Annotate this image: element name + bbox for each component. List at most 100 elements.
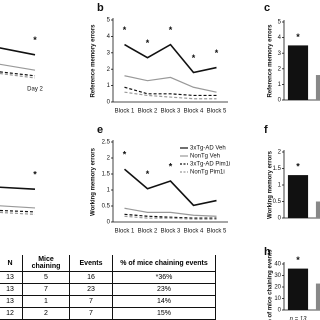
y-tick-label: 0 <box>278 308 282 314</box>
table-row: 12 2 7 15% <box>0 307 216 320</box>
series-line <box>0 186 36 190</box>
y-tick-label: 0.5 <box>273 199 282 205</box>
legend-label: 3xTg-AD Veh <box>190 146 226 152</box>
y-tick-label: 5 <box>278 20 282 26</box>
panel-label: c <box>264 2 270 14</box>
series-line <box>124 75 217 93</box>
significance-mark: * <box>296 32 300 42</box>
x-tick-label: Block 3 <box>161 109 181 115</box>
y-tick-label: 1 <box>278 183 282 189</box>
table-cell: 7 <box>69 307 113 320</box>
panel-label: f <box>264 124 268 136</box>
y-tick-label: 5 <box>107 18 111 24</box>
significance-mark: * <box>146 38 150 48</box>
x-tick-label: Day 2 <box>27 87 43 93</box>
series-line <box>124 43 217 74</box>
panel-label: b <box>97 2 104 14</box>
table-cell: 15% <box>112 307 216 320</box>
x-tick-label: Block 2 <box>138 229 158 235</box>
chaining-table: N Mice chaining Events% of mice chaining e… <box>0 255 216 320</box>
table-cell: 2 <box>22 307 70 320</box>
x-tick-label: Block 5 <box>207 229 227 235</box>
y-tick-label: 1.5 <box>273 166 282 172</box>
y-tick-label: 0 <box>107 100 111 106</box>
table-header-cell: N <box>0 255 23 272</box>
table-cell: 23% <box>112 283 216 296</box>
series-line <box>124 215 217 220</box>
table-cell: 13 <box>0 271 23 284</box>
y-tick-label: 3 <box>107 50 111 56</box>
table-row: 13 1 7 14% <box>0 295 216 308</box>
x-tick-label: Block 5 <box>207 109 227 115</box>
significance-mark: * <box>123 25 127 35</box>
panel-label: e <box>97 124 103 136</box>
table-cell: 1 <box>22 295 70 308</box>
y-tick-label: 1 <box>107 188 111 194</box>
bar <box>287 175 309 218</box>
legend-label: NonTg Pim1i <box>190 170 225 176</box>
y-tick-label: 1 <box>107 83 111 89</box>
series-line <box>0 72 36 79</box>
bar <box>287 268 309 310</box>
series-line <box>0 209 36 213</box>
x-tick-label: Block 4 <box>184 109 204 115</box>
series-line <box>124 207 217 217</box>
table-cell: *36% <box>112 271 216 284</box>
bar <box>287 45 309 100</box>
x-tick-label: Block 1 <box>115 109 135 115</box>
y-tick-label: 30 <box>274 273 281 279</box>
y-tick-label: 1 <box>278 82 282 88</box>
significance-mark: * <box>33 35 37 45</box>
table-header-cell: Mice chaining <box>22 255 70 272</box>
y-axis-label: Working memory errors <box>91 147 97 216</box>
table-cell: 13 <box>0 283 23 296</box>
y-tick-label: 0 <box>278 98 282 104</box>
table-cell: 14% <box>112 295 216 308</box>
significance-mark: * <box>146 169 150 179</box>
x-tick-label: Block 3 <box>161 229 181 235</box>
bar <box>315 75 320 100</box>
y-tick-label: 4 <box>107 34 111 40</box>
table-cell: 13 <box>0 295 23 308</box>
table-cell: 16 <box>69 271 113 284</box>
y-axis-label: Working memory errors <box>268 150 274 219</box>
series-line <box>124 91 217 100</box>
y-tick-label: 0 <box>278 216 282 222</box>
y-axis-label: % of mice chaining events <box>268 249 274 320</box>
y-tick-label: 40 <box>274 262 281 268</box>
table-cell: 7 <box>22 283 70 296</box>
y-tick-label: 1.5 <box>102 172 111 178</box>
y-tick-label: 2.5 <box>102 140 111 146</box>
series-line <box>0 63 36 71</box>
series-line <box>124 213 217 219</box>
bar <box>315 283 320 310</box>
significance-mark: * <box>215 48 219 58</box>
table-header-cell: Events <box>69 255 113 272</box>
significance-mark: * <box>123 150 127 160</box>
significance-mark: * <box>169 161 173 171</box>
y-tick-label: 0 <box>107 220 111 226</box>
y-axis-label: Reference memory errors <box>91 24 97 98</box>
table-header-row: N Mice chaining Events% of mice chaining e… <box>0 255 216 272</box>
legend-label: 3xTg-AD Pim1i <box>190 162 230 168</box>
significance-mark: * <box>33 170 37 180</box>
y-tick-label: 10 <box>274 296 281 302</box>
y-tick-label: 2 <box>278 66 282 72</box>
series-line <box>0 211 36 215</box>
table-header-cell: % of mice chaining events <box>112 255 216 272</box>
table-row: 13 7 23 23% <box>0 283 216 296</box>
y-tick-label: 2 <box>107 156 111 162</box>
significance-mark: * <box>192 53 196 63</box>
series-line <box>0 205 36 209</box>
series-line <box>0 47 36 56</box>
table-cell: 23 <box>69 283 113 296</box>
significance-mark: * <box>296 161 300 171</box>
series-line <box>0 71 36 77</box>
y-tick-label: 3 <box>278 51 282 57</box>
y-axis-label: Reference memory errors <box>268 24 274 98</box>
series-line <box>123 168 217 207</box>
table-cell: 5 <box>22 271 70 284</box>
x-tick-label: Block 4 <box>184 229 204 235</box>
